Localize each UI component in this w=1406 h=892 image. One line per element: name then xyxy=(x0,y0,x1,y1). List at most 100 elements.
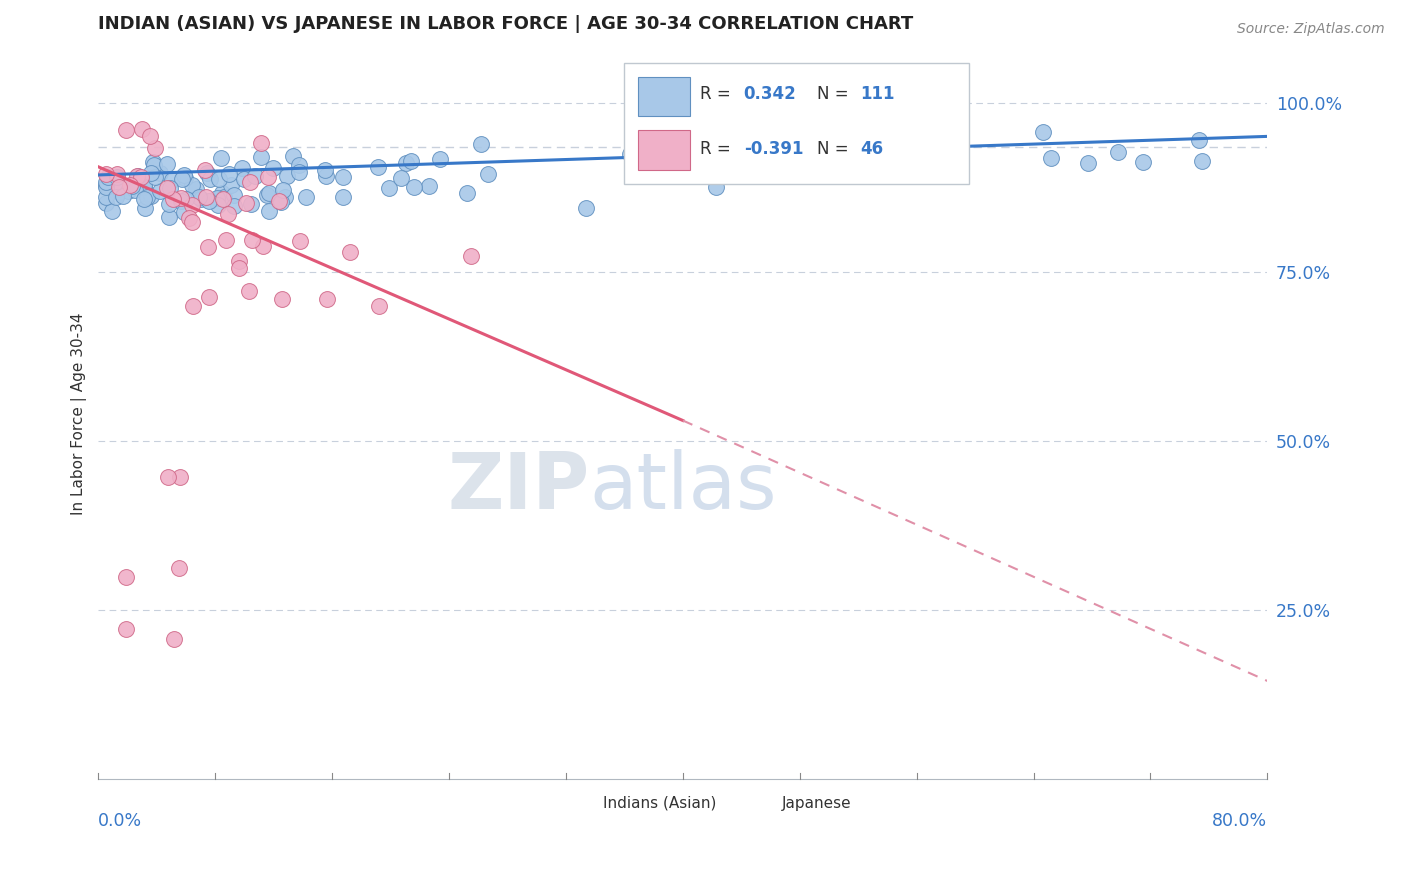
Point xyxy=(228,253,250,268)
Point xyxy=(240,233,263,247)
Point xyxy=(270,293,292,307)
Point xyxy=(429,152,451,166)
Point xyxy=(100,203,122,218)
Text: 0.0%: 0.0% xyxy=(98,812,142,830)
Point xyxy=(118,178,141,193)
Point xyxy=(162,192,184,206)
Point xyxy=(294,190,316,204)
Point xyxy=(418,179,440,194)
Text: R =: R = xyxy=(700,86,737,103)
Point xyxy=(1032,125,1054,139)
Point xyxy=(287,158,309,172)
Point xyxy=(235,195,257,210)
Point xyxy=(194,163,217,178)
Text: Indians (Asian): Indians (Asian) xyxy=(603,796,717,811)
Point xyxy=(749,164,772,178)
Point xyxy=(114,123,136,137)
Point xyxy=(212,189,235,203)
Point xyxy=(131,122,153,136)
Text: atlas: atlas xyxy=(589,449,778,524)
Point xyxy=(838,150,860,164)
Point xyxy=(157,197,180,211)
Point xyxy=(132,192,155,206)
Point xyxy=(156,157,179,171)
Point xyxy=(332,170,354,185)
Point xyxy=(314,163,336,178)
Point xyxy=(399,154,422,169)
Point xyxy=(249,150,271,164)
Point xyxy=(197,290,219,304)
Point xyxy=(869,153,891,167)
Point xyxy=(149,184,172,198)
Point xyxy=(276,169,298,183)
Point xyxy=(181,299,204,313)
Point xyxy=(211,193,233,207)
Point xyxy=(138,128,160,143)
Point xyxy=(188,189,211,203)
Text: Japanese: Japanese xyxy=(782,796,852,811)
Point xyxy=(780,161,803,176)
Point xyxy=(636,166,658,180)
Point xyxy=(160,172,183,186)
Point xyxy=(257,169,280,184)
Point xyxy=(218,167,240,181)
Point xyxy=(108,180,131,194)
Point xyxy=(775,146,797,161)
Point xyxy=(846,162,869,177)
Point xyxy=(395,156,418,170)
Point xyxy=(619,147,641,161)
Text: ZIP: ZIP xyxy=(447,449,589,524)
Point xyxy=(181,198,204,212)
Text: R =: R = xyxy=(700,139,737,158)
Point xyxy=(173,205,195,219)
Point xyxy=(460,249,482,263)
Point xyxy=(799,140,821,154)
Point xyxy=(190,193,212,207)
Point xyxy=(149,166,172,180)
Point xyxy=(224,188,246,202)
Point xyxy=(181,178,204,193)
Point xyxy=(238,284,260,298)
Point xyxy=(1077,155,1099,169)
Point xyxy=(170,191,193,205)
Point xyxy=(110,182,132,196)
Point xyxy=(174,171,197,186)
Point xyxy=(470,136,492,151)
Point xyxy=(259,186,281,200)
Point xyxy=(1132,155,1154,169)
Point xyxy=(217,207,239,221)
Point xyxy=(186,182,208,196)
Point xyxy=(141,188,163,202)
Point xyxy=(239,196,262,211)
Point xyxy=(1107,145,1129,160)
Point xyxy=(115,622,138,636)
Point xyxy=(209,151,232,165)
Point xyxy=(245,169,267,183)
Point xyxy=(159,180,181,194)
Point xyxy=(207,171,229,186)
Point xyxy=(125,169,148,183)
Point xyxy=(173,169,195,183)
FancyBboxPatch shape xyxy=(624,63,969,184)
Point xyxy=(195,166,218,180)
Point xyxy=(117,184,139,198)
Point xyxy=(239,175,262,189)
Point xyxy=(231,161,253,175)
Point xyxy=(273,189,295,203)
Text: 46: 46 xyxy=(860,139,883,158)
Point xyxy=(180,215,202,229)
Point xyxy=(129,169,152,184)
Point xyxy=(257,204,280,219)
FancyBboxPatch shape xyxy=(558,790,595,815)
Point xyxy=(1039,151,1062,165)
Point xyxy=(766,156,789,170)
Point xyxy=(270,194,292,209)
Point xyxy=(378,181,401,195)
Point xyxy=(157,210,180,224)
Point xyxy=(339,244,361,259)
Text: N =: N = xyxy=(817,139,855,158)
Point xyxy=(177,211,200,225)
FancyBboxPatch shape xyxy=(737,790,775,815)
Point xyxy=(389,171,412,186)
Point xyxy=(142,154,165,169)
